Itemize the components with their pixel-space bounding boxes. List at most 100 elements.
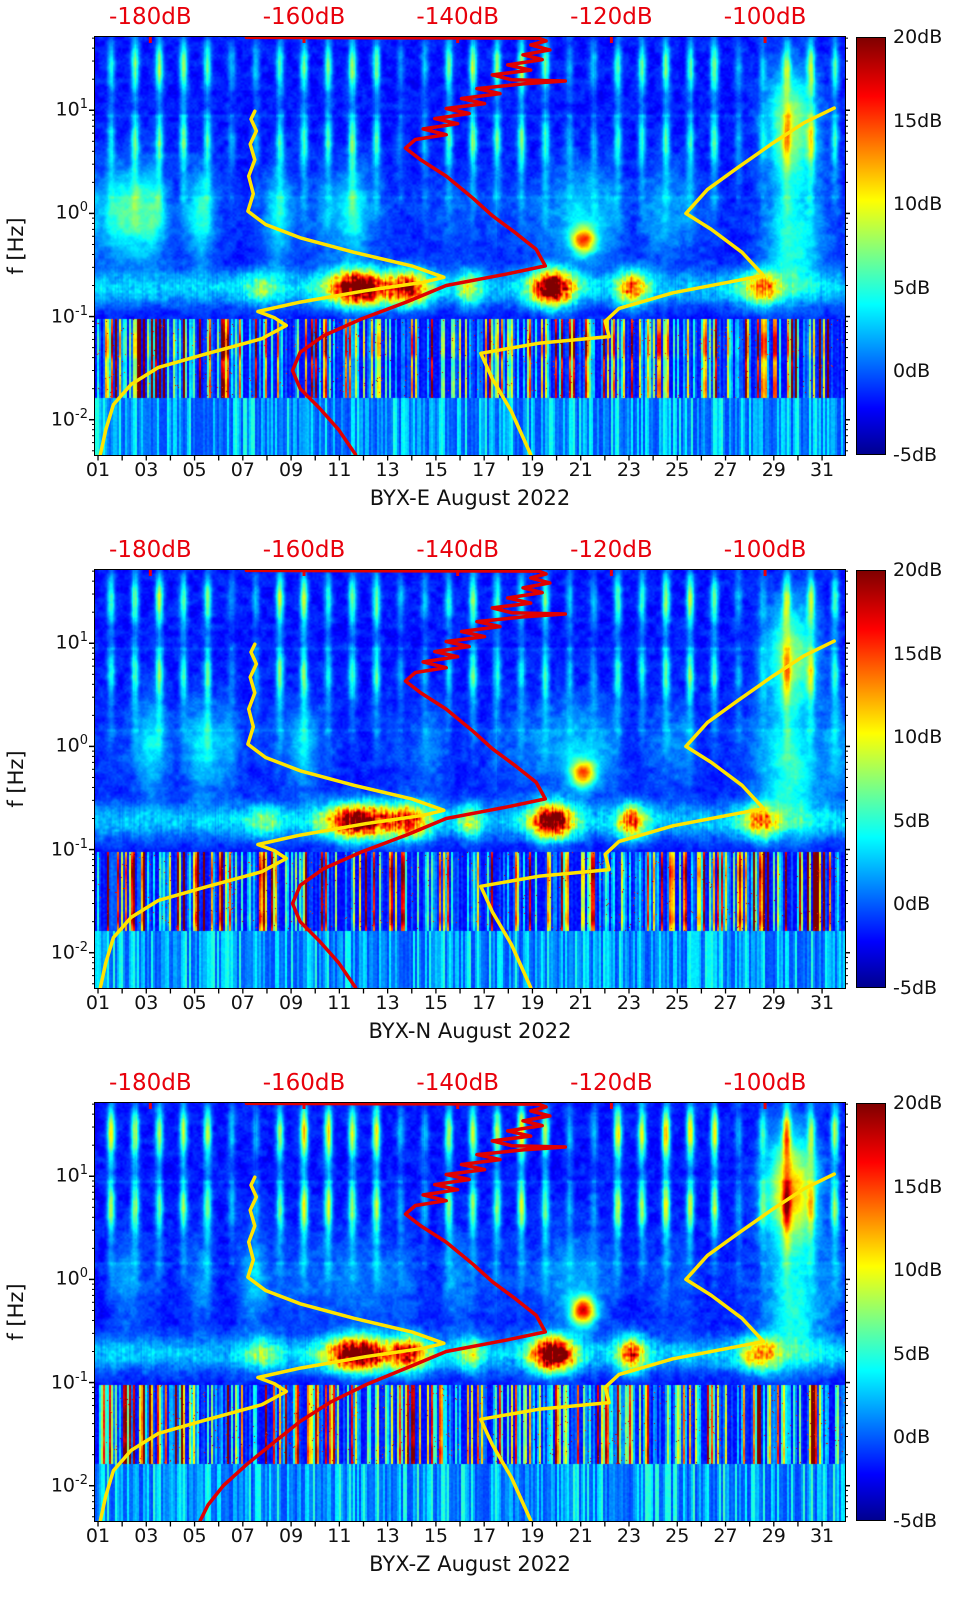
x-tick-label: 23 (616, 992, 642, 1014)
y-tick-label: 10-1 (30, 1370, 88, 1393)
y-tick-mantissa: 10 (55, 1267, 80, 1290)
colorbar-tick-label: 5dB (893, 1342, 931, 1365)
y-tick-label: 101 (30, 97, 88, 120)
y-axis-label: f [Hz] (4, 750, 28, 808)
y-tick-exponent: 0 (79, 1266, 88, 1282)
y-tick-label: 10-1 (30, 837, 88, 860)
y-tick-mantissa: 10 (55, 98, 80, 121)
y-axis-label: f [Hz] (4, 1283, 28, 1341)
colorbar-tick-label: 0dB (893, 893, 931, 916)
y-tick-exponent: 1 (79, 97, 88, 113)
colorbar-tick-label: -5dB (893, 977, 938, 999)
y-tick-exponent: 1 (79, 1163, 88, 1179)
x-tick-label: 01 (85, 992, 111, 1014)
x-tick-label: 09 (279, 1525, 304, 1547)
x-tick-label: 15 (423, 1525, 448, 1547)
y-axis-label: f [Hz] (4, 217, 28, 275)
x-tick-label: 25 (665, 1525, 690, 1547)
spectrogram-panel-z: f [Hz] BYX-Z August 2022 -180dB -160dB -14… (0, 1066, 962, 1599)
x-tick-label: 03 (134, 459, 159, 481)
x-tick-label: 05 (182, 1525, 207, 1547)
x-tick-label: 09 (279, 992, 304, 1014)
x-tick-label: 17 (472, 1525, 497, 1547)
colorbar-tick-label: 15dB (893, 109, 943, 132)
x-tick-label: 11 (327, 1525, 352, 1547)
top-axis-db-label: -100dB (723, 4, 807, 30)
x-tick-label: 23 (616, 459, 642, 481)
spectrogram-panel-e: f [Hz] BYX-E August 2022 -180dB -160dB -14… (0, 0, 962, 533)
x-tick-label: 31 (809, 1525, 835, 1547)
y-tick-mantissa: 10 (50, 1474, 76, 1497)
x-tick-label: 13 (375, 459, 400, 481)
top-axis-db-label: -140dB (416, 4, 499, 30)
x-tick-label: 05 (182, 992, 207, 1014)
colorbar-tick-label: 0dB (893, 1426, 931, 1449)
top-axis-db-label: -160dB (262, 4, 346, 30)
top-axis-db-label: -180dB (109, 537, 192, 563)
top-axis-db-label: -180dB (109, 4, 192, 30)
y-tick-exponent: -2 (75, 1472, 88, 1488)
y-tick-label: 100 (30, 1266, 88, 1289)
top-axis-db-label: -180dB (109, 1070, 192, 1096)
x-tick-label: 19 (520, 459, 545, 481)
y-tick-exponent: -1 (75, 836, 88, 852)
colorbar-tick-label: 0dB (893, 360, 931, 383)
x-tick-label: 07 (230, 459, 255, 481)
y-tick-mantissa: 10 (55, 734, 80, 757)
spectrogram-heatmap (95, 570, 845, 988)
x-tick-label: 29 (761, 459, 786, 481)
y-tick-label: 10-1 (30, 304, 88, 327)
x-tick-label: 15 (423, 459, 448, 481)
colorbar-tick-label: 20dB (893, 26, 943, 48)
y-tick-mantissa: 10 (50, 941, 76, 964)
top-axis-db-label: -140dB (416, 1070, 499, 1096)
top-axis-db-label: -160dB (262, 537, 346, 563)
colorbar-tick-label: -5dB (893, 444, 938, 466)
spectrogram-panel-n: f [Hz] BYX-N August 2022 -180dB -160dB -14… (0, 533, 962, 1066)
y-tick-exponent: -2 (75, 406, 88, 422)
colorbar-tick-label: 20dB (893, 559, 943, 581)
top-axis-db-label: -120dB (570, 4, 653, 30)
y-tick-exponent: 0 (79, 733, 88, 749)
top-axis-db-label: -100dB (723, 1070, 807, 1096)
y-tick-mantissa: 10 (55, 201, 80, 224)
x-tick-label: 21 (568, 459, 593, 481)
colorbar (856, 37, 886, 455)
x-tick-label: 25 (665, 459, 690, 481)
x-tick-label: 01 (85, 1525, 111, 1547)
y-tick-exponent: -1 (75, 303, 88, 319)
x-tick-label: 11 (327, 992, 352, 1014)
top-axis-db-label: -120dB (570, 1070, 653, 1096)
colorbar-tick-label: 10dB (893, 1259, 943, 1282)
x-tick-label: 31 (809, 992, 835, 1014)
y-tick-mantissa: 10 (55, 1164, 80, 1187)
x-tick-label: 07 (230, 1525, 255, 1547)
x-tick-label: 19 (520, 1525, 545, 1547)
y-tick-label: 100 (30, 733, 88, 756)
x-tick-label: 21 (568, 1525, 593, 1547)
colorbar-tick-label: 15dB (893, 642, 943, 665)
y-tick-label: 101 (30, 630, 88, 653)
y-tick-exponent: -1 (75, 1369, 88, 1385)
x-tick-label: 27 (713, 1525, 738, 1547)
x-tick-label: 17 (472, 992, 497, 1014)
colorbar-tick-label: -5dB (893, 1510, 938, 1532)
y-tick-mantissa: 10 (50, 1370, 76, 1393)
y-tick-exponent: -2 (75, 939, 88, 955)
x-tick-label: 05 (182, 459, 207, 481)
x-tick-label: 29 (761, 1525, 786, 1547)
x-tick-label: 25 (665, 992, 690, 1014)
colorbar-tick-label: 10dB (893, 726, 943, 749)
x-tick-label: 13 (375, 1525, 400, 1547)
colorbar-tick-label: 5dB (893, 276, 931, 299)
x-tick-label: 31 (809, 459, 835, 481)
top-axis-db-label: -100dB (723, 537, 807, 563)
colorbar-tick-label: 20dB (893, 1092, 943, 1114)
y-tick-exponent: 1 (79, 630, 88, 646)
y-tick-mantissa: 10 (55, 631, 80, 654)
x-tick-label: 17 (472, 459, 497, 481)
x-tick-label: 09 (279, 459, 304, 481)
x-tick-label: 15 (423, 992, 448, 1014)
spectrogram-heatmap (95, 1103, 845, 1521)
